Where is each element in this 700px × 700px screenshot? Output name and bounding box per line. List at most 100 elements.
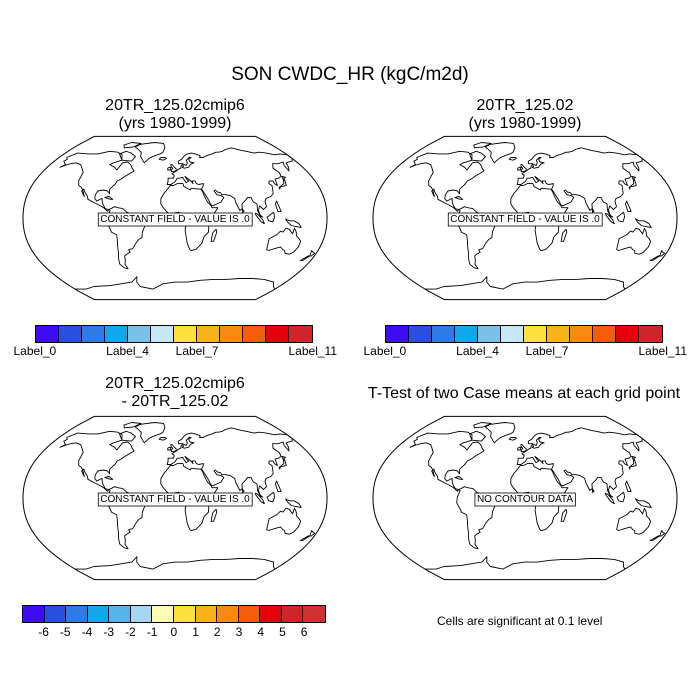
coastline-sri-lanka [591,488,595,493]
coastline-japan [278,455,287,470]
colorbar-label: Label_4 [456,344,499,358]
coastline-borneo [616,491,626,503]
coastline-nz-south [299,255,311,262]
coastline-australia [616,227,652,255]
coastline-borneo [616,211,626,223]
world-map-panel-1: CONSTANT FIELD - VALUE IS .0 [22,135,328,301]
colorbar-swatch [260,606,282,622]
colorbar-swatch [87,606,110,622]
colorbar-label: 6 [300,625,308,639]
colorbar-label: Label_7 [175,344,219,358]
colorbar-swatch [432,326,455,342]
colorbar-swatch [455,326,478,342]
colorbar-label: -2 [125,625,136,639]
colorbar-swatch [570,326,593,342]
coastline-japan [628,175,637,190]
colorbar-swatch [289,326,312,342]
coastline-new-zealand [309,250,316,257]
coastline-baffin [119,150,136,162]
map-message-text: CONSTANT FIELD - VALUE IS .0 [450,214,600,225]
figure-title: SON CWDC_HR (kgC/m2d) [231,64,469,85]
colorbar-swatch [593,326,616,342]
colorbar-swatch [82,326,105,342]
colorbar-swatch [59,326,82,342]
coastline-baffin [469,430,486,442]
coastline-antarctica [425,556,626,570]
world-map-panel-2: CONSTANT FIELD - VALUE IS .0 [372,135,678,301]
coastline-philippines [274,200,282,212]
coastline-north-america [59,150,135,212]
colorbar-swatch [36,326,59,342]
coastline-nz-south [649,255,661,262]
map-message-text: CONSTANT FIELD - VALUE IS .0 [100,214,250,225]
colorbar-label: Label_4 [106,344,149,358]
colorbar-label: 3 [235,625,243,639]
coastline-borneo [266,491,276,503]
coastline-iceland [158,437,167,441]
colorbar-label: -4 [81,625,93,639]
coastline-japan [278,175,287,190]
panel-title-2: 20TR_125.02 (yrs 1980-1999) [468,97,582,132]
colorbar-swatch [501,326,524,342]
colorbar-label: 0 [170,625,178,639]
colorbar-swatch [105,326,128,342]
colorbar-swatch [152,606,174,622]
map-message-text: CONSTANT FIELD - VALUE IS .0 [100,494,250,505]
colorbar-swatch [23,606,45,622]
coastline-antarctica [425,276,626,290]
coastline-ireland [167,166,172,171]
colorbar-swatch [130,606,153,622]
coastline-antarctica [75,556,276,570]
colorbar-swatch [66,606,88,622]
coastline-australia [266,507,302,535]
coastline-iceland [508,157,517,161]
coastline-antarctica [75,276,276,290]
coastline-philippines [624,200,632,212]
map-message-frame [97,212,253,227]
colorbar-swatch [197,326,220,342]
coastline-eurasia [516,147,643,218]
colorbar-swatch [524,326,547,342]
colorbar-swatch [616,326,639,342]
colorbar-swatch [639,326,662,342]
coastline-eurasia [166,427,293,498]
colorbar-panel-2 [385,325,663,343]
coastline-ireland [517,166,522,171]
coastline-iceland [508,437,517,441]
coastline-north-america [59,430,135,492]
coastline-philippines [274,480,282,492]
map-message-text: NO CONTOUR DATA [477,494,573,505]
map-message-box: CONSTANT FIELD - VALUE IS .0 [447,212,603,227]
coastline-nz-south [299,535,311,542]
coastline-new-guinea [635,218,652,228]
coastline-eurasia [516,427,643,498]
coastline-new-zealand [659,530,666,537]
colorbar-swatch [128,326,151,342]
coastline-ellesmere [123,142,142,149]
colorbar-swatch [109,606,131,622]
coastline-ellesmere [473,142,492,149]
colorbar-swatch [220,326,243,342]
coastline-eurasia [166,147,293,218]
coastline-baffin [119,430,136,442]
coastline-sumatra [604,492,615,505]
coastline-madagascar [560,228,568,242]
colorbar-label: -5 [59,625,71,639]
coastline-cuba [104,196,114,200]
colorbar-swatch [195,606,218,622]
coastline-uk [170,164,177,173]
colorbar-label: -1 [146,625,158,639]
coastline-new-guinea [635,498,652,508]
map-message-frame [447,212,603,227]
colorbar-swatch [409,326,432,342]
coastline-north-america [409,150,485,212]
colorbar-swatch [281,606,304,622]
map-message-box: CONSTANT FIELD - VALUE IS .0 [97,492,253,507]
colorbar-swatch [478,326,501,342]
coastline-borneo [266,211,276,223]
colorbar-label: Label_11 [288,344,338,358]
coastline-madagascar [210,508,218,522]
coastline-australia [266,227,302,255]
coastline-madagascar [560,508,568,522]
world-map-panel-3: CONSTANT FIELD - VALUE IS .0 [22,415,328,581]
